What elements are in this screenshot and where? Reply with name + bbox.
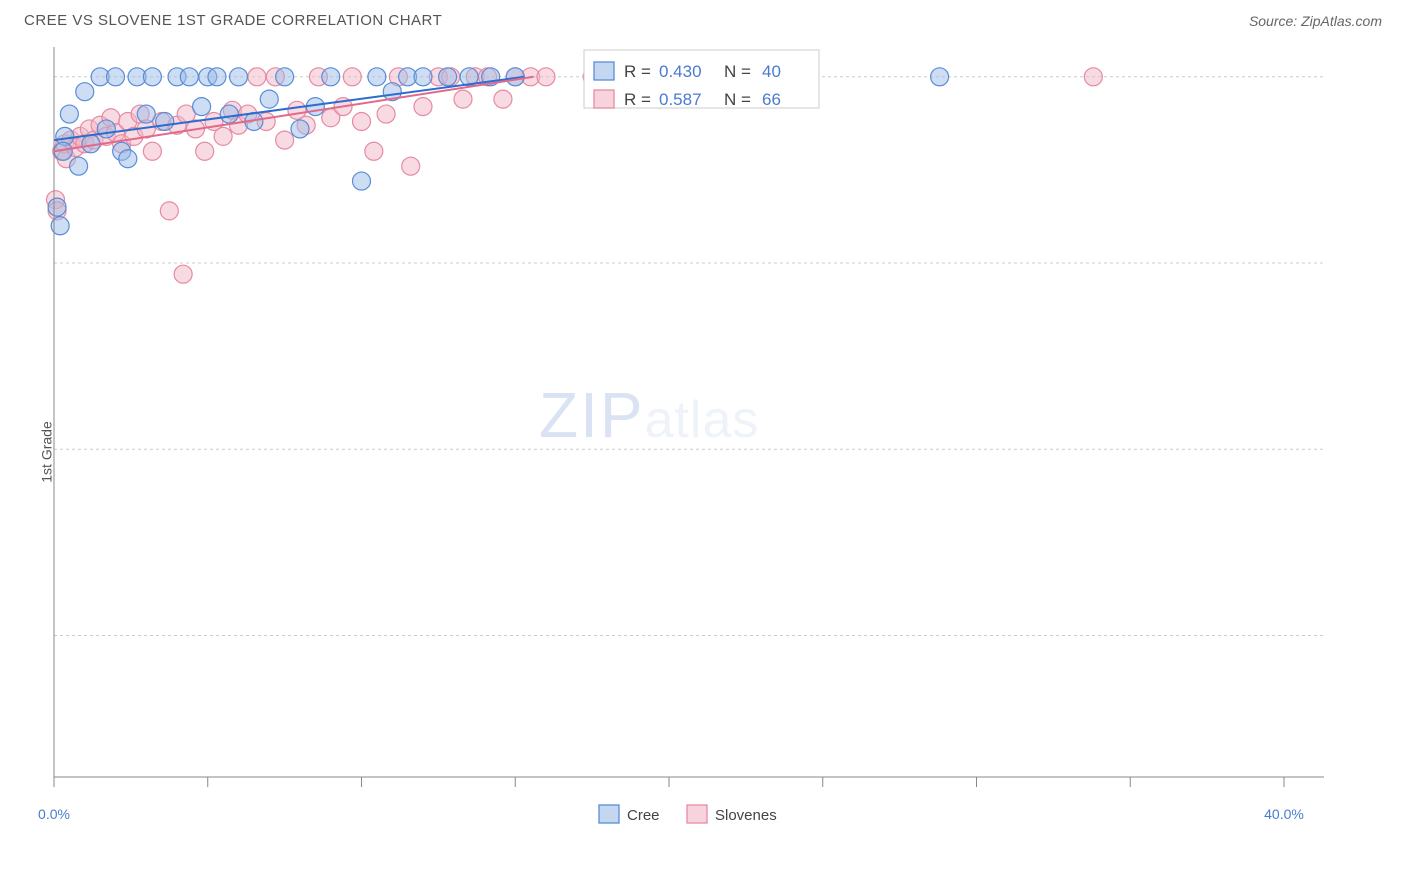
data-point: [97, 120, 115, 138]
bottom-legend-swatch: [599, 805, 619, 823]
x-tick-label: 40.0%: [1264, 806, 1304, 822]
legend-swatch: [594, 62, 614, 80]
x-tick-label: 0.0%: [38, 806, 70, 822]
data-point: [137, 105, 155, 123]
data-point: [402, 157, 420, 175]
data-point: [220, 105, 238, 123]
data-point: [343, 68, 361, 86]
legend-r-value: 0.587: [659, 90, 702, 109]
data-point: [248, 68, 266, 86]
data-point: [377, 105, 395, 123]
data-point: [180, 68, 198, 86]
data-point: [196, 142, 214, 160]
legend-r-label: R =: [624, 90, 651, 109]
legend-n-value: 66: [762, 90, 781, 109]
legend-n-label: N =: [724, 62, 751, 81]
data-point: [260, 90, 278, 108]
bottom-legend-label: Cree: [627, 807, 660, 824]
chart-title: CREE VS SLOVENE 1ST GRADE CORRELATION CH…: [24, 12, 442, 29]
data-point: [70, 157, 88, 175]
data-point: [365, 142, 383, 160]
bottom-legend-label: Slovenes: [715, 807, 777, 824]
correlation-chart: 92.5%95.0%97.5%100.0%ZIPatlas0.0%40.0%R …: [24, 37, 1324, 867]
legend-r-label: R =: [624, 62, 651, 81]
data-point: [276, 131, 294, 149]
data-point: [494, 90, 512, 108]
data-point: [76, 83, 94, 101]
data-point: [276, 68, 294, 86]
data-point: [156, 112, 174, 130]
data-point: [368, 68, 386, 86]
trend-line: [54, 77, 524, 140]
data-point: [353, 112, 371, 130]
data-point: [143, 68, 161, 86]
data-point: [48, 198, 66, 216]
data-point: [119, 150, 137, 168]
data-point: [208, 68, 226, 86]
data-point: [414, 68, 432, 86]
data-point: [322, 68, 340, 86]
data-point: [414, 98, 432, 116]
data-point: [214, 127, 232, 145]
data-point: [174, 265, 192, 283]
legend-r-value: 0.430: [659, 62, 702, 81]
data-point: [60, 105, 78, 123]
data-point: [193, 98, 211, 116]
data-point: [230, 68, 248, 86]
data-point: [160, 202, 178, 220]
watermark: ZIPatlas: [539, 379, 759, 451]
data-point: [439, 68, 457, 86]
data-point: [454, 90, 472, 108]
legend-n-label: N =: [724, 90, 751, 109]
chart-header: CREE VS SLOVENE 1ST GRADE CORRELATION CH…: [0, 0, 1406, 37]
data-point: [107, 68, 125, 86]
data-point: [1084, 68, 1102, 86]
chart-source: Source: ZipAtlas.com: [1249, 13, 1382, 29]
data-point: [931, 68, 949, 86]
chart-container: 1st Grade 92.5%95.0%97.5%100.0%ZIPatlas0…: [24, 37, 1382, 867]
legend-n-value: 40: [762, 62, 781, 81]
data-point: [143, 142, 161, 160]
data-point: [291, 120, 309, 138]
data-point: [353, 172, 371, 190]
y-axis-label: 1st Grade: [39, 421, 55, 482]
legend-swatch: [594, 90, 614, 108]
data-point: [537, 68, 555, 86]
bottom-legend-swatch: [687, 805, 707, 823]
